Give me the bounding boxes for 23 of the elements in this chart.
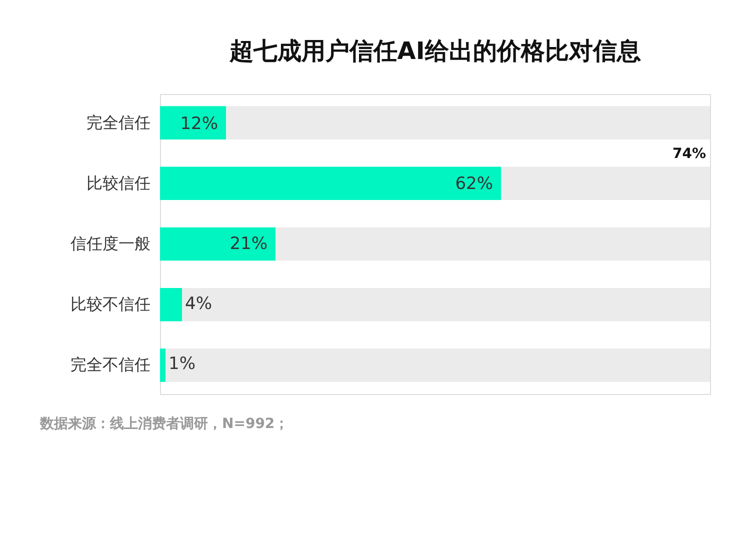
data-label: 1%: [168, 354, 196, 374]
annotation: 74%: [672, 146, 706, 162]
y-tick-label: 完全信任: [86, 112, 150, 132]
y-tick-label: 完全不信任: [70, 355, 150, 374]
chart-title: 超七成用户信任AI给出的价格比对信息: [228, 37, 641, 65]
bar: [182, 288, 710, 322]
bar: [160, 106, 226, 140]
bar: [160, 166, 501, 200]
bar: [166, 348, 710, 382]
bar: [276, 227, 710, 261]
bar: [501, 166, 710, 200]
y-tick-label: 信任度一般: [70, 234, 150, 253]
bar: [226, 106, 710, 140]
data-label: 12%: [180, 114, 218, 134]
data-label: 62%: [455, 174, 493, 194]
source-note: 数据来源：线上消费者调研，N=992；: [39, 416, 289, 432]
bar: [160, 227, 276, 261]
y-tick-label: 比较不信任: [70, 294, 150, 314]
data-label: 21%: [230, 234, 268, 254]
data-label: 4%: [185, 294, 212, 314]
y-tick-label: 比较信任: [86, 173, 150, 192]
bar: [160, 348, 166, 382]
bar: [160, 288, 182, 322]
